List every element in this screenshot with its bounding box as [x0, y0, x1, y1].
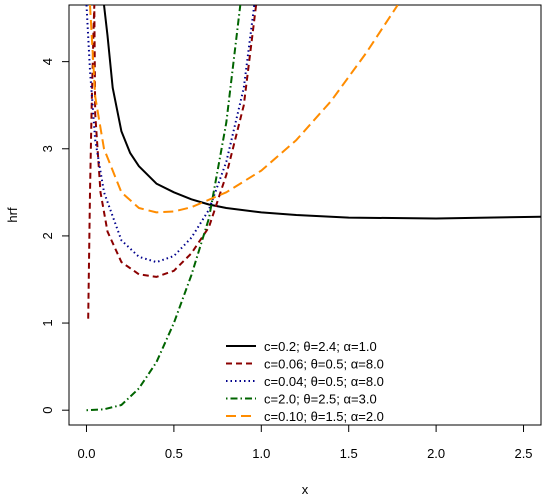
x-tick-label: 2.5: [514, 446, 532, 461]
x-tick-label: 1.0: [252, 446, 270, 461]
series-line-2: [87, 5, 258, 319]
y-axis-title: hrf: [5, 207, 20, 223]
series-line-4: [86, 5, 242, 412]
x-tick-label: 1.5: [340, 446, 358, 461]
plot-frame: [68, 4, 542, 426]
legend-label-2: c=0.06; θ=0.5; α=8.0: [264, 357, 384, 372]
y-tick-label: 4: [40, 58, 55, 65]
y-axis: 0 1 2 3 4: [40, 58, 69, 414]
series-line-1: [103, 5, 541, 220]
x-axis: 0.0 0.5 1.0 1.5 2.0 2.5: [77, 425, 533, 461]
x-tick-label: 0.0: [77, 446, 95, 461]
series-line-3: [85, 5, 256, 264]
y-tick-label: 0: [40, 407, 55, 414]
series-group: [85, 5, 541, 412]
legend-label-1: c=0.2; θ=2.4; α=1.0: [264, 339, 377, 354]
y-tick-label: 2: [40, 232, 55, 239]
y-tick-label: 3: [40, 145, 55, 152]
x-tick-label: 0.5: [165, 446, 183, 461]
legend-label-3: c=0.04; θ=0.5; α=8.0: [264, 374, 384, 389]
legend-label-4: c=2.0; θ=2.5; α=3.0: [264, 392, 377, 407]
x-axis-title: x: [302, 482, 309, 497]
legend: c=0.2; θ=2.4; α=1.0 c=0.06; θ=0.5; α=8.0 c…: [226, 339, 384, 424]
series-line-5: [89, 5, 399, 214]
x-tick-label: 2.0: [427, 446, 445, 461]
y-tick-label: 1: [40, 319, 55, 326]
legend-label-5: c=0.10; θ=1.5; α=2.0: [264, 409, 384, 424]
